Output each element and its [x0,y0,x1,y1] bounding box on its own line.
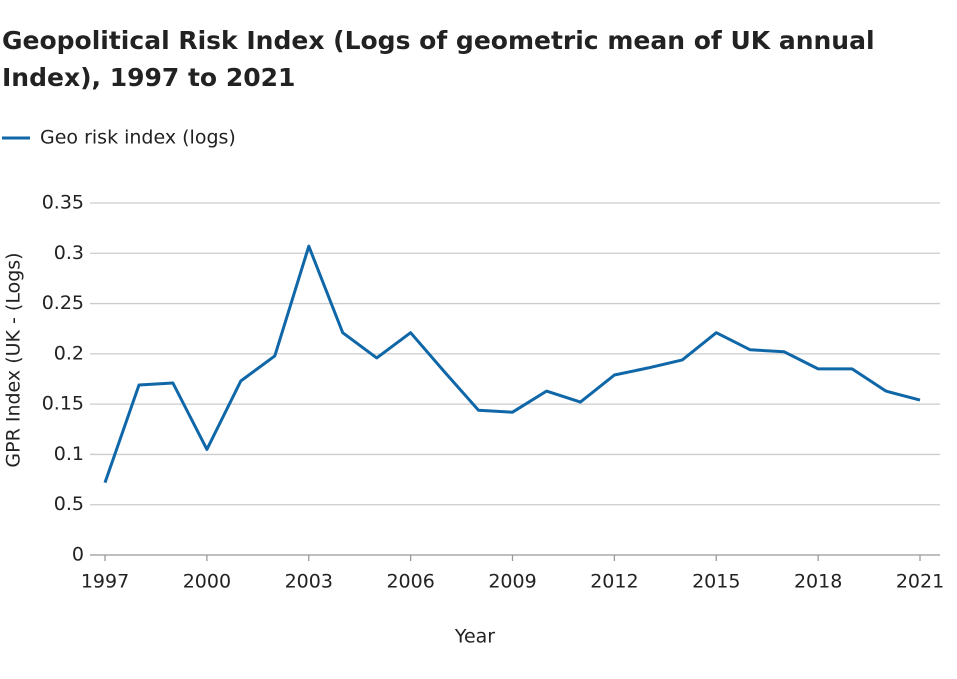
legend-label: Geo risk index (logs) [40,127,236,149]
y-tick-label: 0.25 [42,292,84,314]
x-tick-label: 2021 [896,571,944,593]
data-line [103,244,921,484]
y-tick-label: 0.5 [54,493,84,515]
x-tick-label: 2003 [285,571,333,593]
x-axis-label: Year [454,626,495,648]
chart-title: Geopolitical Risk Index (Logs of geometr… [2,26,875,92]
y-tick-label: 0.1 [54,443,84,465]
x-tick-label: 2000 [183,571,231,593]
y-tick-label: 0 [72,544,84,566]
x-tick-label: 2006 [386,571,434,593]
x-tick-label: 2018 [794,571,842,593]
y-axis-label: GPR Index (UK - (Logs) [3,252,25,467]
x-tick-label: 2012 [590,571,638,593]
x-tick-label: 2015 [692,571,740,593]
x-tick-label: 2009 [488,571,536,593]
y-tick-label: 0.35 [42,192,84,214]
y-tick-label: 0.3 [54,242,84,264]
x-tick-label: 1997 [81,571,129,593]
y-tick-label: 0.2 [54,342,84,364]
y-tick-label: 0.15 [42,393,84,415]
